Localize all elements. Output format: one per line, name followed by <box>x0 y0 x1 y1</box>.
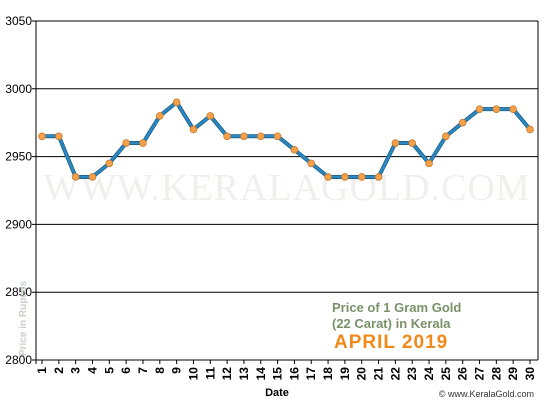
x-tick-25: 25 <box>439 367 453 381</box>
data-point-23 <box>408 139 417 147</box>
y-tick-3000: 3000 <box>5 82 32 96</box>
series-line <box>42 101 531 179</box>
y-tick-labels: 2800 2850 2900 2950 3000 3050 <box>5 14 32 367</box>
x-tick-26: 26 <box>456 367 470 381</box>
data-point-18 <box>324 173 332 181</box>
x-tick-9: 9 <box>170 367 184 374</box>
chart-title-period: APRIL 2019 <box>334 332 448 353</box>
x-tick-11: 11 <box>203 367 217 380</box>
chart-title-line2: (22 Carat) in Kerala <box>332 316 451 331</box>
x-axis-label: Date <box>265 387 289 399</box>
x-tick-14: 14 <box>254 367 268 381</box>
data-point-21 <box>374 173 383 181</box>
x-tick-6: 6 <box>119 367 133 374</box>
x-tick-12: 12 <box>220 367 234 381</box>
x-tick-15: 15 <box>271 367 285 381</box>
x-tick-16: 16 <box>287 367 301 381</box>
data-point-7 <box>139 139 147 147</box>
x-tick-18: 18 <box>321 367 335 381</box>
data-point-30 <box>526 125 534 134</box>
data-point-13 <box>240 132 248 141</box>
data-point-9 <box>172 98 181 107</box>
price-series <box>38 98 534 181</box>
x-tick-3: 3 <box>69 367 83 374</box>
data-point-3 <box>71 173 80 181</box>
y-tick-2800: 2800 <box>5 353 32 367</box>
y-axis-label: Price in Rupees <box>18 281 29 356</box>
data-point-29 <box>509 105 517 113</box>
x-tick-29: 29 <box>506 367 520 381</box>
series-line-shadow <box>42 100 532 179</box>
x-tick-13: 13 <box>237 367 251 381</box>
x-tick-5: 5 <box>102 367 116 374</box>
data-point-28 <box>492 105 501 113</box>
x-tick-23: 23 <box>405 367 419 381</box>
x-tick-24: 24 <box>422 367 436 381</box>
data-point-26 <box>458 118 467 127</box>
data-point-5 <box>105 159 114 168</box>
footer-credit: © www.KeralaGold.com <box>439 389 534 399</box>
y-tick-2850: 2850 <box>5 285 32 299</box>
data-point-22 <box>391 139 400 147</box>
x-tick-2: 2 <box>52 367 66 374</box>
x-tick-1: 1 <box>35 367 49 374</box>
x-tick-27: 27 <box>473 367 487 381</box>
data-point-16 <box>290 146 299 154</box>
y-tick-2900: 2900 <box>5 217 32 231</box>
data-point-19 <box>341 173 349 181</box>
x-tick-7: 7 <box>136 367 150 374</box>
data-point-10 <box>189 125 198 134</box>
data-point-2 <box>55 132 63 141</box>
x-tick-4: 4 <box>85 367 99 374</box>
x-tick-10: 10 <box>186 367 200 381</box>
data-point-12 <box>223 132 231 141</box>
x-tick-20: 20 <box>355 367 369 381</box>
watermark-text: WWW.KERALAGOLD.COM <box>43 167 530 209</box>
data-point-17 <box>307 159 316 168</box>
x-tick-8: 8 <box>153 367 167 374</box>
data-point-15 <box>273 132 282 141</box>
data-point-11 <box>206 112 215 120</box>
data-point-24 <box>425 159 433 168</box>
chart-title-line1: Price of 1 Gram Gold <box>332 300 461 315</box>
data-point-4 <box>88 173 97 181</box>
x-tick-labels: 1 2 3 4 5 6 7 8 9 10 11 12 13 14 15 16 17 18 19 20 21 22 23 24 2… <box>35 367 537 381</box>
data-point-25 <box>442 132 450 141</box>
data-point-27 <box>475 105 484 113</box>
x-tick-22: 22 <box>388 367 402 381</box>
x-tick-21: 21 <box>372 367 386 381</box>
data-point-1 <box>38 132 46 141</box>
x-tick-17: 17 <box>304 367 318 381</box>
x-tick-30: 30 <box>523 367 537 381</box>
y-tick-3050: 3050 <box>5 14 32 28</box>
y-tick-2950: 2950 <box>5 150 32 164</box>
x-tick-19: 19 <box>338 367 352 381</box>
x-tick-28: 28 <box>489 367 503 381</box>
data-point-20 <box>357 173 366 181</box>
data-point-6 <box>122 139 130 147</box>
data-point-8 <box>155 112 164 120</box>
data-point-14 <box>256 132 265 141</box>
